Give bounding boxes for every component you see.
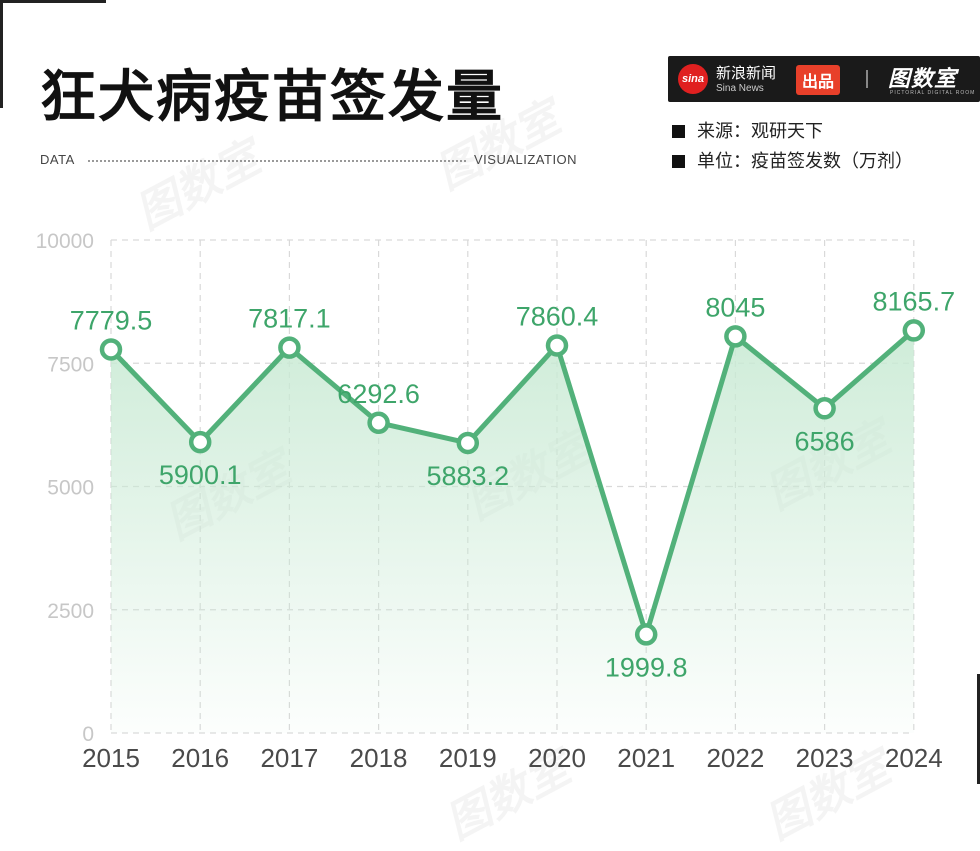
data-point [902,319,926,342]
data-label: 6292.6 [337,379,420,409]
sina-news-en: Sina News [716,83,764,94]
data-point [188,430,212,454]
data-label: 5900.1 [159,460,242,490]
chupin-tag: 出品 [796,65,841,95]
bullet-square-icon [672,125,685,138]
x-tick-label: 2020 [528,743,586,773]
header-dotted-divider [88,160,466,162]
unit-text: 单位：疫苗签发数（万剂） [697,151,913,172]
x-tick-label: 2023 [796,743,854,773]
data-label: 8165.7 [873,286,956,316]
x-tick-label: 2018 [350,743,408,773]
y-tick-label: 7500 [47,353,94,376]
publisher-badge: sina 新浪新闻 Sina News 出品 图数室 PICTORIAL DIG… [668,56,980,102]
data-point [724,325,747,348]
data-label: 6586 [795,426,855,456]
x-tick-label: 2016 [171,743,229,773]
y-tick-label: 5000 [47,477,94,500]
data-label: 1999.8 [605,652,688,682]
unit-line: 单位：疫苗签发数（万剂） [672,147,913,173]
series-line [108,327,917,637]
bullet-square-icon [672,155,685,168]
x-tick-label: 2017 [260,743,318,773]
data-point [99,338,123,361]
data-label: 5883.2 [427,461,510,491]
data-point [634,623,658,646]
x-tick-label: 2015 [82,743,140,773]
sina-news-cn: 新浪新闻 [716,64,777,82]
data-point [367,411,390,435]
badge-separator [866,70,868,88]
area-fill [111,330,914,733]
sina-logo-icon: sina [678,64,708,94]
data-label: 7817.1 [248,304,331,334]
data-point [813,397,836,420]
line-chart: 0 2500 5000 7500 10000 7779.5 5900.1 7817.1 6292… [36,230,956,773]
source-line: 来源：观研天下 [672,117,823,143]
data-point [545,334,569,357]
corner-bracket-horizontal [0,0,106,3]
x-tick-label: 2021 [617,743,675,773]
data-point [278,336,301,359]
y-tick-label: 10000 [36,230,94,253]
edge-bracket [977,674,980,784]
header-data-label: DATA [40,152,75,167]
y-tick-label: 2500 [47,600,94,623]
brand-subtitle: PICTORIAL DIGITAL ROOM [890,90,976,96]
source-text: 来源：观研天下 [697,121,823,142]
x-tick-label: 2024 [885,743,943,773]
y-tick-label: 0 [82,723,94,746]
data-label: 8045 [705,292,765,322]
data-label: 7779.5 [70,305,153,335]
x-tick-label: 2019 [439,743,497,773]
header-visualization-label: VISUALIZATION [474,152,578,167]
data-label: 7860.4 [516,301,599,331]
brand-logo: 图数室 [888,67,958,92]
chart-title: 狂犬病疫苗签发量 [40,65,504,130]
corner-bracket-vertical [0,0,3,108]
x-tick-label: 2022 [706,743,764,773]
data-point [456,431,480,455]
